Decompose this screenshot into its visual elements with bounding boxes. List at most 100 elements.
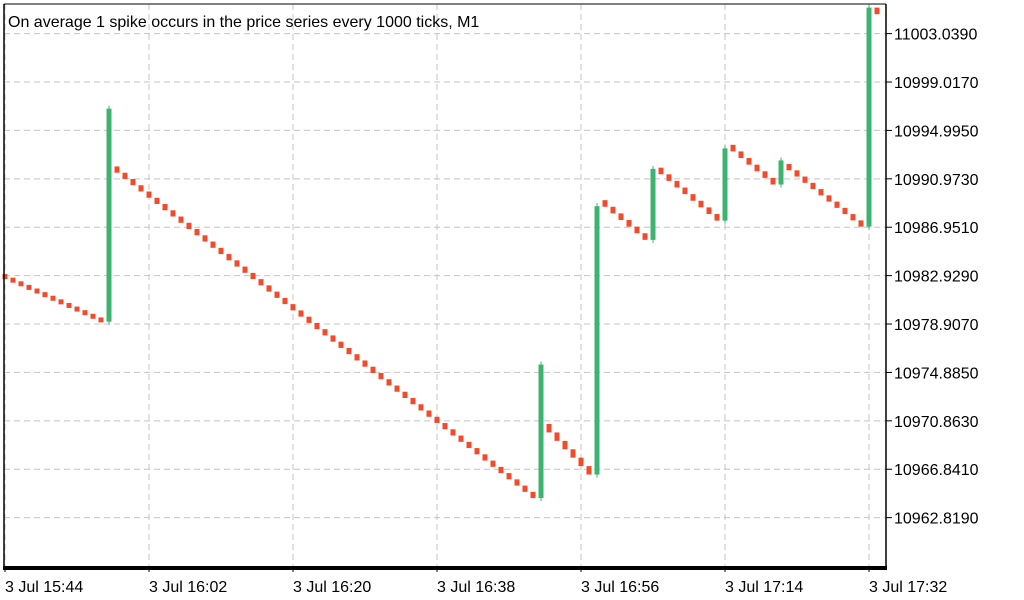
candle-down xyxy=(10,277,16,283)
chart-frame xyxy=(3,3,887,570)
candle-down xyxy=(170,210,176,217)
candle-down xyxy=(442,423,448,430)
x-tick-label: 3 Jul 15:44 xyxy=(5,579,83,596)
candle-up xyxy=(538,364,544,499)
x-tick-label: 3 Jul 17:14 xyxy=(725,579,803,596)
candle-down xyxy=(682,187,688,195)
candle-down xyxy=(466,441,472,449)
y-tick-label: 10966.8410 xyxy=(894,462,979,479)
candle-down xyxy=(354,354,360,361)
candle-down xyxy=(514,479,520,486)
candle-down xyxy=(98,317,104,323)
candle-down xyxy=(666,174,672,181)
candle-down xyxy=(386,379,392,386)
candle-down xyxy=(154,197,160,205)
candle-down xyxy=(274,291,280,298)
candle-down xyxy=(610,206,616,214)
candle-down xyxy=(498,466,504,474)
candle-down xyxy=(186,222,192,230)
candle-down xyxy=(730,144,736,152)
candle-down xyxy=(82,310,88,316)
candle-down xyxy=(850,214,856,221)
candle-down xyxy=(258,279,264,286)
candle-down xyxy=(194,229,200,236)
candle-down xyxy=(754,164,760,172)
candle-down xyxy=(522,485,528,492)
candle-up xyxy=(650,168,656,240)
candle-down xyxy=(306,316,312,323)
candle-down xyxy=(770,177,776,185)
candle-down xyxy=(330,335,336,342)
candle-down xyxy=(362,360,368,367)
candle-down xyxy=(34,288,40,294)
candle-down xyxy=(690,194,696,201)
candle-down xyxy=(394,385,400,392)
price-series xyxy=(2,4,880,502)
chart-title: On average 1 spike occurs in the price s… xyxy=(8,14,479,31)
candle-down xyxy=(842,207,848,215)
candle-down xyxy=(234,260,240,267)
candle-down xyxy=(90,313,96,319)
grid xyxy=(4,4,886,566)
candle-down xyxy=(346,347,352,355)
candle-down xyxy=(250,272,256,280)
candle-down xyxy=(114,166,120,173)
candle-down xyxy=(674,180,680,188)
y-tick-label: 10970.8630 xyxy=(894,414,979,431)
candle-down xyxy=(794,170,800,177)
candle-down xyxy=(290,304,296,311)
y-axis: 11003.0390 10999.0170 10994.9950 10990.9730… xyxy=(886,27,979,528)
candle-down xyxy=(418,404,424,411)
candle-down xyxy=(706,207,712,214)
candle-down xyxy=(834,201,840,208)
candle-down xyxy=(458,435,464,442)
candle-down xyxy=(474,448,480,455)
candle-down xyxy=(602,200,608,207)
x-axis: 3 Jul 15:44 3 Jul 16:02 3 Jul 16:20 3 Jul 1… xyxy=(4,566,947,596)
y-tick-label: 10990.9730 xyxy=(894,172,979,189)
candle-down xyxy=(410,398,416,405)
candle-down xyxy=(818,189,824,196)
candle-down xyxy=(786,164,792,171)
candle-down xyxy=(130,178,136,186)
candle-down xyxy=(826,195,832,202)
y-tick-label: 10978.9070 xyxy=(894,317,979,334)
candle-down xyxy=(218,247,224,255)
candle-down xyxy=(658,167,664,175)
candle-down xyxy=(874,7,880,15)
candle-down xyxy=(618,213,624,221)
candle-down xyxy=(762,171,768,178)
candle-up xyxy=(778,160,784,185)
y-tick-label: 10986.9510 xyxy=(894,220,979,237)
candle-down xyxy=(450,429,456,436)
candle-down xyxy=(714,213,720,221)
candle-down xyxy=(26,284,32,290)
candle-down xyxy=(242,266,248,273)
candle-down xyxy=(738,151,744,159)
candle-up xyxy=(722,148,728,221)
candle-down xyxy=(2,274,8,280)
candle-down xyxy=(634,226,640,234)
x-tick-label: 3 Jul 16:02 xyxy=(149,579,227,596)
candle-down xyxy=(482,454,488,461)
candle-down xyxy=(698,200,704,208)
candle-down xyxy=(506,473,512,480)
candle-down xyxy=(138,185,144,192)
candle-down xyxy=(402,391,408,399)
y-tick-label: 11003.0390 xyxy=(894,27,977,44)
candle-down xyxy=(282,297,288,305)
frame-bottom xyxy=(3,566,887,570)
candle-down xyxy=(338,341,344,348)
x-tick-label: 3 Jul 17:32 xyxy=(869,579,947,596)
candle-down xyxy=(58,299,64,305)
candle-down xyxy=(626,220,632,227)
candle-down xyxy=(802,176,808,183)
candle-down xyxy=(66,302,72,308)
candle-down xyxy=(546,423,552,433)
candle-down xyxy=(378,372,384,380)
candle-down xyxy=(426,410,432,417)
candle-down xyxy=(746,158,752,165)
candle-down xyxy=(314,322,320,330)
candle-down xyxy=(322,329,328,336)
